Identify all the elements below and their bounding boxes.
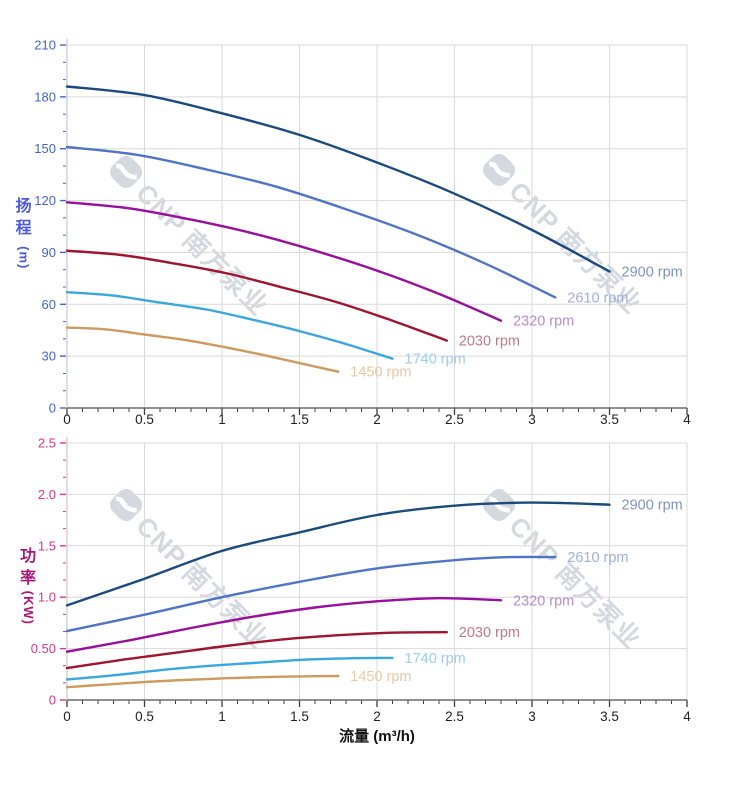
- curve-2900rpm: [65, 85, 611, 273]
- head-vs-flow-svg: 2900 rpm 2610 rpm 2320 rpm 2030 rpm 1740 rpm…: [34, 38, 691, 428]
- curve-2030rpm: [65, 249, 448, 342]
- x-tick-label: 0: [63, 709, 71, 724]
- head-axis-title: 扬 程 (m): [12, 196, 35, 270]
- series-label-2900rpm: 2900 rpm: [622, 264, 683, 280]
- x-axis-title: 流量 (m³/h): [339, 727, 415, 745]
- curve-1740rpm: [65, 656, 394, 681]
- power-flow-chart: 2900 rpm 2610 rpm 2320 rpm 2030 rpm 1740 rpm…: [0, 435, 752, 797]
- power-axis-title-char2: 率: [20, 569, 37, 587]
- y-tick-label: 0: [49, 693, 56, 708]
- power-axis-title: 功 率 (KW): [11, 546, 45, 625]
- y-tick-label: 120: [34, 193, 56, 208]
- y-tick-label: 30: [42, 349, 56, 364]
- y-tick-label: 180: [34, 89, 56, 104]
- curve-2320rpm: [65, 201, 503, 322]
- head-flow-chart: 2900 rpm 2610 rpm 2320 rpm 2030 rpm 1740 rpm…: [34, 38, 691, 428]
- curve-1740rpm: [65, 291, 394, 360]
- series-label-1450rpm: 1450 rpm: [350, 365, 411, 381]
- curve-1450rpm: [65, 674, 340, 689]
- x-tick-label: 1.5: [290, 709, 309, 724]
- y-tick-label: 60: [42, 297, 56, 312]
- x-tick-label: 2: [373, 709, 381, 724]
- head-axis-title-char1: 扬: [15, 198, 32, 215]
- head-axis-title-char2: 程: [15, 219, 32, 237]
- x-tick-label: 3: [528, 709, 536, 724]
- y-tick-label: 210: [34, 38, 56, 53]
- x-tick-label: 3: [528, 412, 536, 427]
- power-axis-title-char1: 功: [20, 548, 37, 565]
- curve-2900rpm: [65, 501, 611, 607]
- curve-2610rpm: [65, 145, 557, 299]
- series-label-2030rpm: 2030 rpm: [459, 625, 520, 641]
- power-vs-flow-svg: 2900 rpm 2610 rpm 2320 rpm 2030 rpm 1740 rpm…: [31, 436, 692, 746]
- curve-2030rpm: [65, 631, 448, 670]
- y-tick-label: 2.0: [38, 487, 56, 502]
- series-label-2320rpm: 2320 rpm: [513, 593, 574, 609]
- x-tick-label: 0.5: [135, 709, 154, 724]
- x-tick-label: 1: [218, 412, 226, 427]
- series-label-2610rpm: 2610 rpm: [567, 550, 628, 566]
- series-label-1450rpm: 1450 rpm: [350, 669, 411, 685]
- curve-2610rpm: [65, 555, 557, 633]
- x-tick-label: 2: [373, 412, 381, 427]
- y-tick-label: 2.5: [38, 436, 56, 451]
- x-tick-label: 4: [683, 412, 691, 427]
- head-axis-unit: (m): [16, 246, 32, 270]
- y-tick-label: 0.50: [31, 641, 56, 656]
- y-tick-label: 0: [49, 401, 56, 416]
- curve-1450rpm: [65, 326, 340, 373]
- y-tick-label: 90: [42, 245, 56, 260]
- curve-2320rpm: [65, 596, 503, 653]
- series-label-2610rpm: 2610 rpm: [567, 290, 628, 306]
- x-tick-label: 3.5: [600, 412, 619, 427]
- series-label-1740rpm: 1740 rpm: [405, 651, 466, 667]
- series-label-2900rpm: 2900 rpm: [622, 498, 683, 514]
- x-tick-label: 4: [683, 709, 691, 724]
- y-tick-label: 1.0: [38, 590, 56, 605]
- series-label-2030rpm: 2030 rpm: [459, 334, 520, 350]
- x-tick-label: 3.5: [600, 709, 619, 724]
- x-tick-label: 2.5: [445, 412, 464, 427]
- x-tick-label: 1.5: [290, 412, 309, 427]
- y-tick-label: 1.5: [38, 538, 56, 553]
- power-axis-unit: (KW): [20, 590, 36, 626]
- series-label-1740rpm: 1740 rpm: [405, 352, 466, 368]
- x-tick-label: 2.5: [445, 709, 464, 724]
- x-tick-label: 0: [63, 412, 71, 427]
- x-tick-label: 0.5: [135, 412, 154, 427]
- series-label-2320rpm: 2320 rpm: [513, 314, 574, 330]
- x-tick-label: 1: [218, 709, 226, 724]
- y-tick-label: 150: [34, 141, 56, 156]
